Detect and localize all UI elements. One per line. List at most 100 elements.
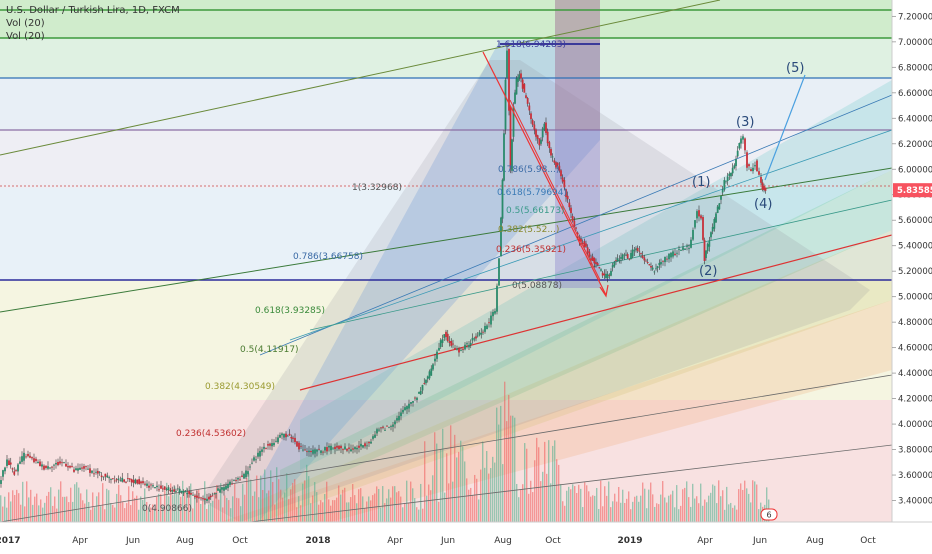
candle-body (378, 429, 380, 431)
candle-body (386, 425, 388, 427)
candle-body (598, 267, 601, 269)
candle-body (466, 343, 468, 345)
candle-body (288, 433, 291, 436)
volume-bar (508, 394, 510, 522)
volume-bar (754, 481, 756, 522)
candle-body (565, 189, 567, 198)
candle-body (764, 187, 767, 191)
candle-body (281, 433, 283, 436)
candle-body (590, 258, 592, 260)
volume-bar (532, 492, 534, 522)
candle-body (217, 488, 219, 491)
candle-body (476, 335, 479, 337)
trend-line (249, 444, 892, 522)
volume-bar (444, 492, 446, 522)
candle-body (306, 451, 308, 453)
candle-body (742, 136, 744, 140)
volume-bar (290, 489, 292, 522)
volume-bar (412, 488, 414, 522)
volume-bar (300, 505, 302, 522)
wave-label: (1) (692, 175, 710, 190)
volume-bar (738, 489, 740, 522)
candle-body (93, 473, 95, 475)
candle-body (394, 421, 396, 425)
candle-body (591, 256, 594, 261)
indicator-volume-1[interactable]: Vol (20) (6, 18, 45, 29)
volume-bar (502, 464, 504, 522)
candle-body (213, 493, 216, 495)
candle-body (623, 254, 626, 256)
candle-body (636, 247, 639, 251)
volume-bar (156, 496, 158, 522)
candle-body (705, 250, 707, 259)
candle-body (585, 243, 587, 247)
candle-body (19, 461, 21, 464)
volume-bar (664, 497, 666, 522)
candle-body (551, 156, 554, 158)
volume-bar (478, 499, 480, 522)
y-tick-label: 3.60000 (898, 471, 932, 481)
volume-bar (702, 505, 704, 522)
candle-body (296, 441, 298, 447)
candle-body (674, 253, 676, 256)
x-tick-label: Oct (860, 536, 876, 546)
candle-body (471, 337, 474, 341)
fib-label: 0.618(5.79694) (497, 188, 567, 198)
volume-bar (332, 500, 334, 522)
candle-body (436, 351, 438, 359)
candle-body (733, 165, 736, 169)
candle-body (184, 490, 187, 492)
volume-bar (514, 417, 516, 522)
candle-body (77, 468, 79, 471)
candle-body (223, 487, 225, 491)
volume-bar (604, 486, 606, 522)
volume-bar (314, 482, 316, 522)
candle-body (346, 448, 348, 451)
volume-bar (476, 478, 478, 522)
volume-bar (358, 489, 360, 522)
candle-body (630, 253, 632, 259)
volume-bar (116, 493, 118, 522)
candle-body (469, 342, 472, 346)
x-tick-label: Jun (125, 536, 140, 546)
volume-bar (448, 483, 450, 522)
candle-body (146, 483, 148, 486)
candle-body (69, 465, 71, 468)
x-tick-label: Aug (176, 536, 194, 546)
candle-body (531, 120, 534, 125)
volume-bar (278, 479, 280, 522)
candle-body (0, 480, 2, 484)
volume-bar (684, 487, 686, 522)
candle-body (156, 485, 158, 488)
candle-body (298, 442, 300, 450)
candle-body (388, 426, 390, 428)
candle-body (178, 488, 181, 493)
candle-body (273, 442, 275, 446)
highlight-box-top (555, 0, 600, 130)
indicator-volume-2[interactable]: Vol (20) (6, 31, 45, 42)
candle-body (200, 497, 202, 499)
volume-bar (462, 446, 464, 522)
candle-body (641, 255, 644, 258)
x-tick-label: Jun (440, 536, 455, 546)
volume-bar (54, 496, 56, 522)
candle-body (653, 271, 656, 273)
volume-bar (70, 487, 72, 522)
y-tick-label: 5.00000 (898, 293, 932, 303)
trend-line (0, 0, 721, 156)
candle-body (528, 105, 531, 111)
candle-body (686, 246, 688, 247)
candle-body (684, 248, 686, 250)
last-price-badge (893, 183, 932, 198)
candle-body (416, 397, 418, 401)
candle-body (620, 257, 622, 259)
volume-bar (62, 496, 64, 522)
red-arrow (482, 51, 607, 296)
candle-body (322, 451, 324, 453)
candle-body (758, 171, 760, 175)
candle-body (571, 216, 574, 222)
candle-body (83, 466, 85, 469)
volume-bar (732, 507, 734, 522)
